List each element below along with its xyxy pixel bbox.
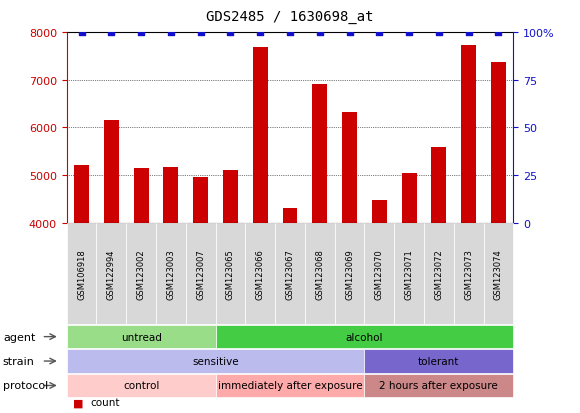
Bar [461, 46, 476, 223]
Text: tolerant: tolerant [418, 356, 459, 366]
Text: GSM123074: GSM123074 [494, 248, 503, 299]
Bar [104, 121, 119, 223]
Text: strain: strain [3, 356, 35, 366]
Bar [193, 178, 208, 223]
Text: GSM106918: GSM106918 [77, 248, 86, 299]
Point [196, 30, 205, 36]
Text: GSM123002: GSM123002 [137, 248, 146, 299]
Text: sensitive: sensitive [192, 356, 239, 366]
Bar [312, 84, 327, 223]
Text: 2 hours after exposure: 2 hours after exposure [379, 380, 498, 391]
Bar [253, 48, 268, 223]
Point [136, 30, 146, 36]
Point [166, 30, 176, 36]
Point [434, 30, 444, 36]
Point [77, 30, 86, 36]
Point [404, 30, 414, 36]
Point [464, 30, 473, 36]
Bar [164, 167, 178, 223]
Text: ■: ■ [72, 397, 83, 407]
Bar [491, 63, 506, 223]
Text: GSM123067: GSM123067 [285, 248, 295, 299]
Text: GSM123007: GSM123007 [196, 248, 205, 299]
Text: untread: untread [121, 332, 162, 342]
Point [494, 30, 503, 36]
Point [285, 30, 295, 36]
Point [256, 30, 265, 36]
Text: GSM122994: GSM122994 [107, 249, 116, 299]
Text: GSM123070: GSM123070 [375, 248, 384, 299]
Text: control: control [123, 380, 160, 391]
Text: GSM123073: GSM123073 [464, 248, 473, 299]
Text: GSM123003: GSM123003 [166, 248, 175, 299]
Bar [401, 173, 416, 223]
Text: GSM123068: GSM123068 [316, 248, 324, 299]
Point [345, 30, 354, 36]
Bar [432, 148, 446, 223]
Bar [74, 166, 89, 223]
Point [375, 30, 384, 36]
Bar [372, 200, 387, 223]
Text: agent: agent [3, 332, 35, 342]
Bar [342, 112, 357, 223]
Text: GDS2485 / 1630698_at: GDS2485 / 1630698_at [206, 10, 374, 24]
Point [226, 30, 235, 36]
Text: GSM123066: GSM123066 [256, 248, 264, 299]
Point [315, 30, 324, 36]
Text: immediately after exposure: immediately after exposure [218, 380, 362, 391]
Bar [223, 171, 238, 223]
Text: alcohol: alcohol [346, 332, 383, 342]
Text: GSM123065: GSM123065 [226, 248, 235, 299]
Point [107, 30, 116, 36]
Text: protocol: protocol [3, 380, 48, 391]
Text: GSM123069: GSM123069 [345, 248, 354, 299]
Text: count: count [90, 397, 119, 407]
Text: GSM123072: GSM123072 [434, 248, 443, 299]
Bar [133, 169, 148, 223]
Text: GSM123071: GSM123071 [405, 248, 414, 299]
Bar [282, 209, 298, 223]
